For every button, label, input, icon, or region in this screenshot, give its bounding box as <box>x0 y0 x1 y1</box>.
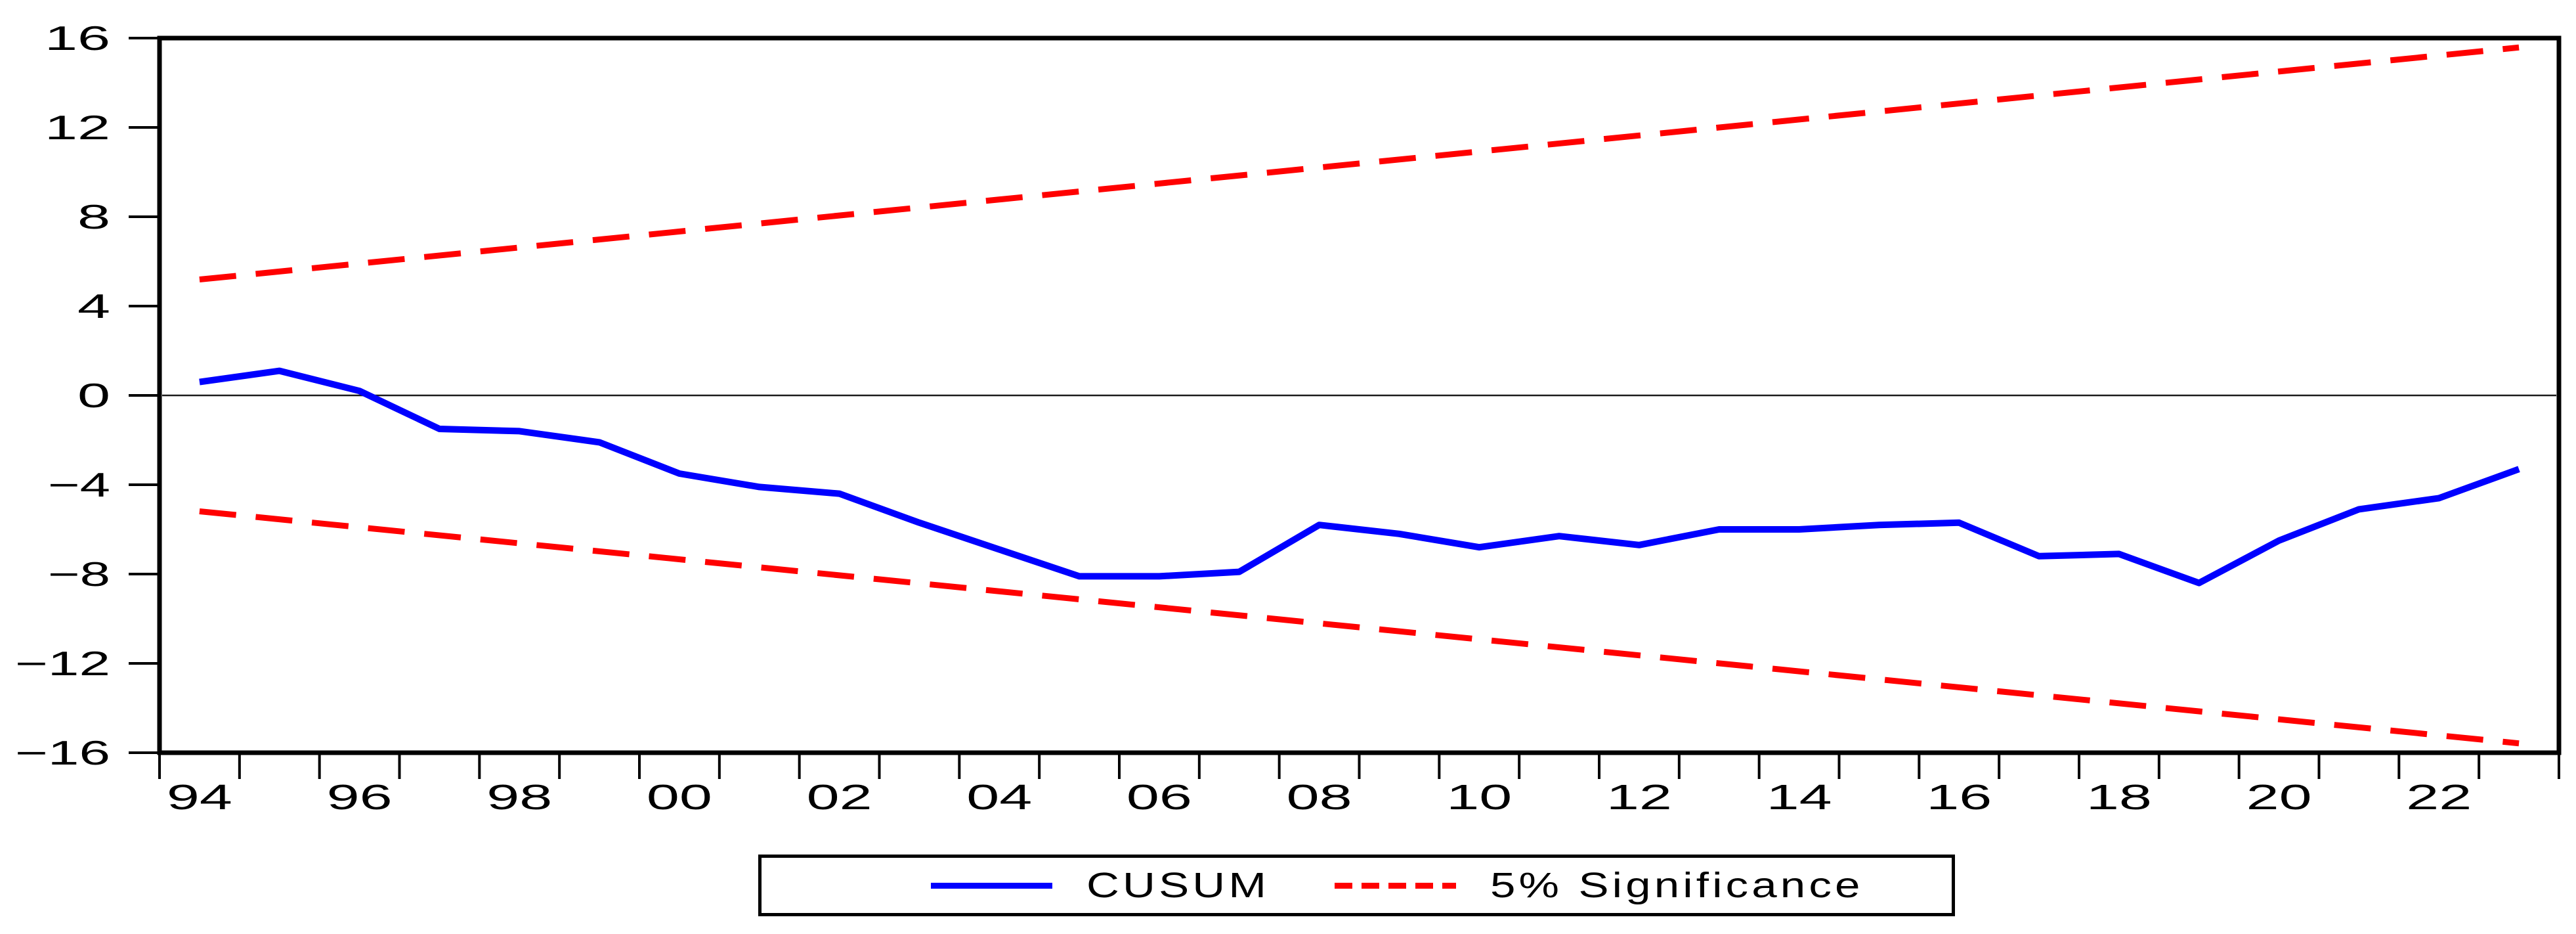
legend-item-cusum: CUSUM <box>931 865 1266 906</box>
cusum-line-swatch <box>931 882 1053 889</box>
y-axis-label: −16 <box>15 734 110 772</box>
x-axis-label: 22 <box>2406 778 2472 817</box>
significance-line-swatch <box>1335 882 1457 889</box>
significance-lower-line <box>199 508 2520 747</box>
x-axis-label: 94 <box>167 778 232 817</box>
legend-label-cusum: CUSUM <box>1086 866 1270 905</box>
y-axis-label: 0 <box>77 377 110 415</box>
significance-upper-line <box>199 44 2520 283</box>
x-axis-label: 00 <box>647 778 712 817</box>
x-axis-label: 98 <box>486 778 552 817</box>
x-axis-label: 16 <box>1926 778 1992 817</box>
legend-item-significance: 5% Significance <box>1335 865 1860 906</box>
y-axis-label: 8 <box>77 198 110 236</box>
y-axis-label: −12 <box>15 645 110 683</box>
x-axis-label: 06 <box>1127 778 1192 817</box>
y-axis-label: 12 <box>45 109 110 147</box>
legend-box: CUSUM 5% Significance <box>758 855 1955 916</box>
x-axis-label: 10 <box>1446 778 1512 817</box>
y-axis-label: 16 <box>45 20 110 58</box>
x-axis-label: 04 <box>966 778 1032 817</box>
x-axis-label: 18 <box>2086 778 2152 817</box>
x-axis-label: 08 <box>1287 778 1352 817</box>
x-axis-label: 02 <box>807 778 872 817</box>
cusum-line <box>199 367 2520 587</box>
legend-label-significance: 5% Significance <box>1490 866 1864 905</box>
x-axis-label: 12 <box>1606 778 1672 817</box>
x-axis-label: 96 <box>327 778 393 817</box>
x-axis-label: 20 <box>2246 778 2312 817</box>
plot-border <box>157 35 2562 755</box>
y-axis-label: −8 <box>48 556 110 594</box>
y-axis-label: −4 <box>48 466 110 504</box>
y-axis-label: 4 <box>77 288 110 326</box>
x-axis-label: 14 <box>1767 778 1832 817</box>
